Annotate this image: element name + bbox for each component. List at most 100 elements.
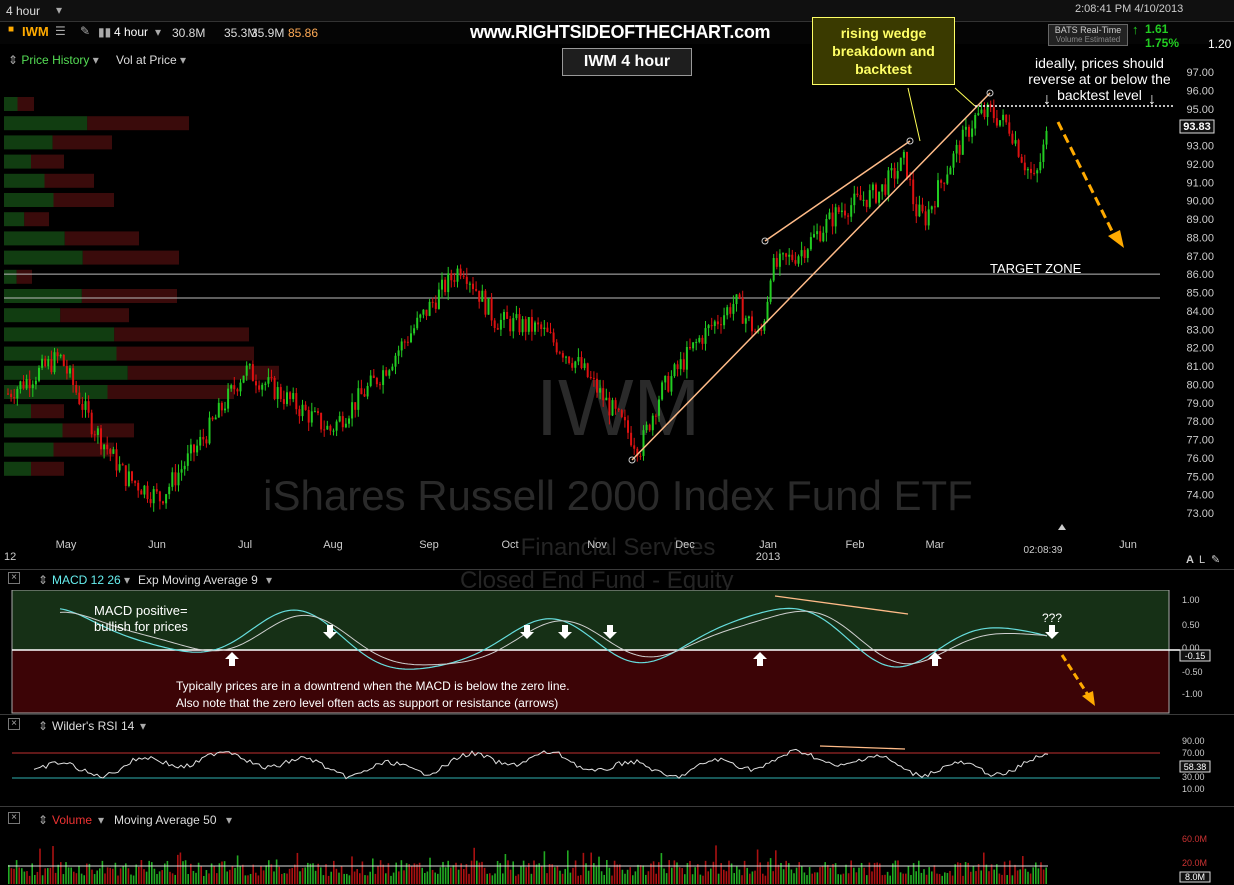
volume-bar xyxy=(450,867,452,884)
candle-body xyxy=(574,361,577,368)
up-arrow-icon xyxy=(928,652,942,666)
pencil-icon[interactable]: ✎ xyxy=(1211,554,1220,566)
vap-bar-up xyxy=(4,116,88,131)
volume-bar xyxy=(372,858,374,884)
candle-body xyxy=(100,428,102,450)
volume-bar xyxy=(842,873,845,884)
candle-body xyxy=(648,424,651,431)
close-icon[interactable]: × xyxy=(8,718,20,730)
volume-bar xyxy=(437,873,439,884)
chevron-down-icon[interactable]: ▾ xyxy=(124,573,131,587)
vap-bar-up xyxy=(4,154,31,169)
volume-bar xyxy=(1011,875,1014,884)
candle-body xyxy=(137,482,140,491)
year-label: 2013 xyxy=(756,551,780,563)
candle-body xyxy=(741,297,744,324)
time-axis: May Jun Jul Aug Sep Oct Nov Dec Jan Feb Mar Jun xyxy=(56,539,1137,551)
chevron-down-icon[interactable]: ▾ xyxy=(140,719,147,733)
volume-bar xyxy=(335,868,338,884)
candle-body xyxy=(286,392,288,404)
drawing-tools-icon[interactable]: ✎ xyxy=(80,24,91,38)
volume-bar xyxy=(283,873,286,884)
volume-bar xyxy=(377,866,379,884)
volume-bar xyxy=(398,871,400,884)
vap-bar-up xyxy=(4,289,82,303)
macd-title[interactable]: MACD 12 26 xyxy=(52,573,121,587)
vap-bar-up xyxy=(4,212,25,227)
log-scale-icon[interactable]: L xyxy=(1199,554,1205,566)
candle-body xyxy=(289,392,292,400)
volume-bar xyxy=(216,873,218,884)
volume-title[interactable]: Volume xyxy=(52,813,93,827)
vap-bar-up xyxy=(4,97,18,111)
volume-bar xyxy=(138,866,140,884)
volume-bar xyxy=(632,875,634,884)
volume-bar xyxy=(764,875,767,884)
volume-bar xyxy=(569,872,572,884)
chevron-down-icon[interactable]: ▾ xyxy=(98,813,105,827)
volume-bar xyxy=(957,862,959,884)
volume-bar xyxy=(54,872,57,884)
price-tick-label: 96.00 xyxy=(1186,85,1214,97)
volume-bar xyxy=(161,870,163,884)
chevron-down-icon[interactable]: ▾ xyxy=(226,813,233,827)
candle-body xyxy=(658,399,660,416)
candle-body xyxy=(121,464,124,466)
candle-body xyxy=(165,494,168,504)
rsi-tick-label: 90.00 xyxy=(1182,736,1205,746)
candle-body xyxy=(431,301,434,303)
price-tick-label: 91.00 xyxy=(1186,177,1214,189)
symbol-input[interactable]: IWM xyxy=(22,24,49,39)
volume-bar xyxy=(213,865,215,884)
price-history-menu[interactable]: ⇕ Price History ▾ xyxy=(8,53,99,67)
price-tick-label: 97.00 xyxy=(1186,67,1214,79)
chevron-down-icon[interactable]: ▾ xyxy=(56,3,63,17)
candle-body xyxy=(1020,156,1023,163)
volume-bar xyxy=(928,867,930,884)
volume-bar xyxy=(226,871,228,884)
rsi-title[interactable]: Wilder's RSI 14 xyxy=(52,719,135,733)
volume-bar xyxy=(504,854,507,884)
candle-body xyxy=(484,290,487,315)
volume-bar xyxy=(23,871,26,884)
candle-body xyxy=(295,393,298,410)
volume-bar xyxy=(517,874,520,884)
volume-bar xyxy=(416,864,418,884)
macd-signal[interactable]: Exp Moving Average 9 xyxy=(138,573,258,587)
chevron-down-icon[interactable]: ▾ xyxy=(266,573,273,587)
candle-body xyxy=(732,304,735,314)
period-selector[interactable]: 4 hour xyxy=(114,25,149,39)
auto-scale-icon[interactable]: A xyxy=(1186,554,1194,566)
vap-bar-down xyxy=(81,289,177,303)
volume-bar xyxy=(710,868,712,884)
candle-body xyxy=(406,341,409,343)
list-icon[interactable]: ☰ xyxy=(55,24,66,38)
volume-at-price-bars xyxy=(4,97,279,476)
chevron-down-icon[interactable]: ▾ xyxy=(155,25,162,39)
candle-body xyxy=(475,289,478,291)
volume-bar xyxy=(751,871,754,884)
volume-bar xyxy=(262,870,265,884)
volume-bar xyxy=(18,867,20,884)
panel-divider xyxy=(0,714,1234,715)
candle-body xyxy=(803,250,806,258)
candle-body xyxy=(667,375,670,392)
candle-body xyxy=(1005,114,1008,123)
close-icon[interactable]: × xyxy=(8,812,20,824)
interval-selector[interactable]: 4 hour xyxy=(6,4,41,18)
volume-ma[interactable]: Moving Average 50 xyxy=(114,813,217,827)
candle-body xyxy=(186,453,189,466)
candle-body xyxy=(875,184,877,203)
candle-body xyxy=(611,400,614,416)
vol-at-price-menu[interactable]: Vol at Price ▾ xyxy=(116,53,186,67)
volume-bar xyxy=(853,867,855,884)
close-icon[interactable]: × xyxy=(8,572,20,584)
volume-bar xyxy=(385,873,387,884)
volume-bar xyxy=(988,871,990,884)
candle-body xyxy=(50,359,53,373)
candle-body xyxy=(453,280,456,282)
volume-bar xyxy=(151,862,153,884)
volume-bar xyxy=(1022,856,1024,884)
volume-bar xyxy=(808,867,811,884)
macd-explainer-line: Also note that the zero level often acts… xyxy=(176,696,559,710)
